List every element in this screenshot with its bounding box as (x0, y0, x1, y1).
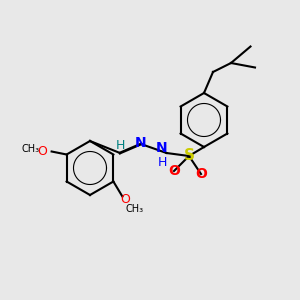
Text: O: O (120, 193, 130, 206)
Text: O: O (195, 167, 207, 181)
Text: N: N (156, 142, 168, 155)
Text: O: O (168, 164, 180, 178)
Text: O: O (38, 145, 48, 158)
Text: CH₃: CH₃ (22, 143, 40, 154)
Text: S: S (184, 148, 194, 164)
Text: H: H (115, 139, 125, 152)
Text: N: N (135, 136, 147, 149)
Text: H: H (157, 155, 167, 169)
Text: CH₃: CH₃ (125, 203, 143, 214)
